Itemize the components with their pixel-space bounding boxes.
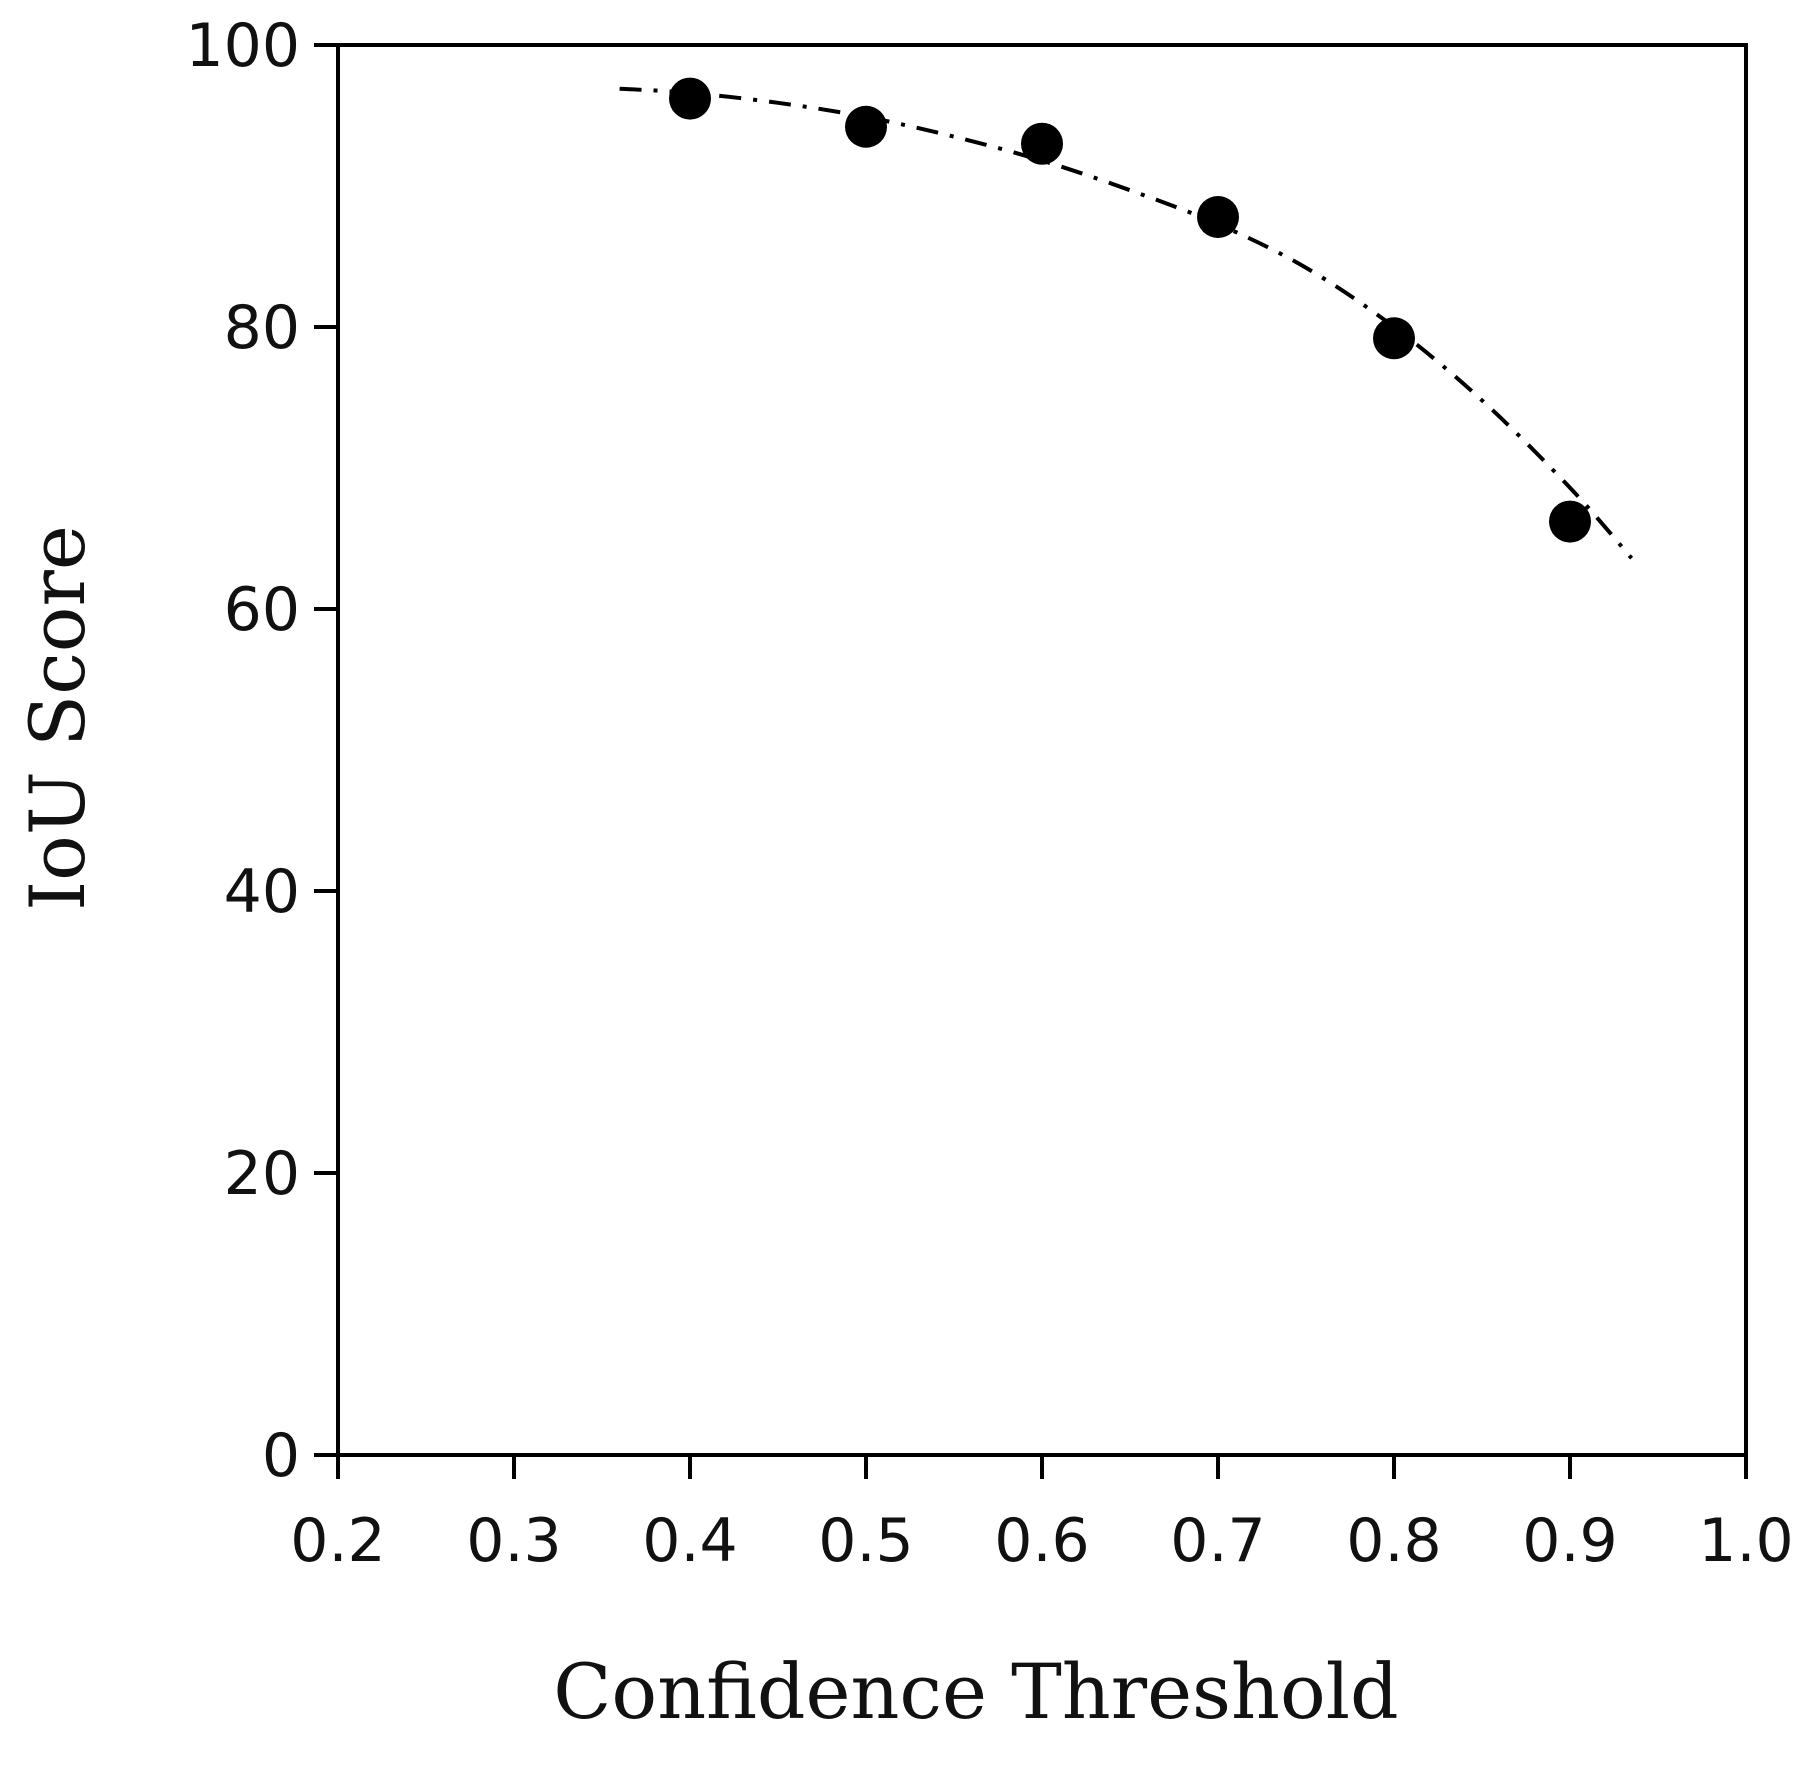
trendline (619, 86, 1634, 560)
plot-frame (336, 43, 1748, 1457)
x-axis-ticks: 0.2 0.3 0.4 0.5 0.6 0.7 0.8 0.9 1.0 (290, 1455, 1794, 1576)
x-tick-label: 0.8 (1346, 1506, 1441, 1576)
x-tick-label: 0.4 (642, 1506, 737, 1576)
x-axis-title: Confidence Threshold (553, 1647, 1398, 1736)
x-tick-label: 1.0 (1698, 1506, 1793, 1576)
y-axis-ticks: 0 20 40 60 80 100 (185, 11, 338, 1491)
x-tick-label: 0.5 (818, 1506, 913, 1576)
x-tick-label: 0.6 (994, 1506, 1089, 1576)
data-point (669, 77, 711, 120)
points-layer (669, 77, 1591, 543)
data-point (1021, 122, 1063, 165)
y-tick-label: 0 (262, 1421, 300, 1491)
x-tick-label: 0.2 (290, 1506, 385, 1576)
y-tick-label: 60 (224, 575, 300, 645)
x-tick-label: 0.3 (466, 1506, 561, 1576)
trendline-layer (619, 86, 1634, 560)
data-point (1373, 317, 1415, 360)
data-point (1549, 500, 1591, 543)
x-tick-label: 0.7 (1170, 1506, 1265, 1576)
data-point (845, 105, 887, 148)
plot-area (336, 43, 1748, 1457)
y-tick-label: 20 (224, 1139, 300, 1209)
y-axis-title: IoU Score (13, 525, 102, 911)
x-tick-label: 0.9 (1522, 1506, 1617, 1576)
y-tick-label: 100 (185, 11, 300, 81)
y-tick-label: 80 (224, 293, 300, 363)
y-tick-label: 40 (224, 857, 300, 927)
data-point (1197, 196, 1239, 239)
